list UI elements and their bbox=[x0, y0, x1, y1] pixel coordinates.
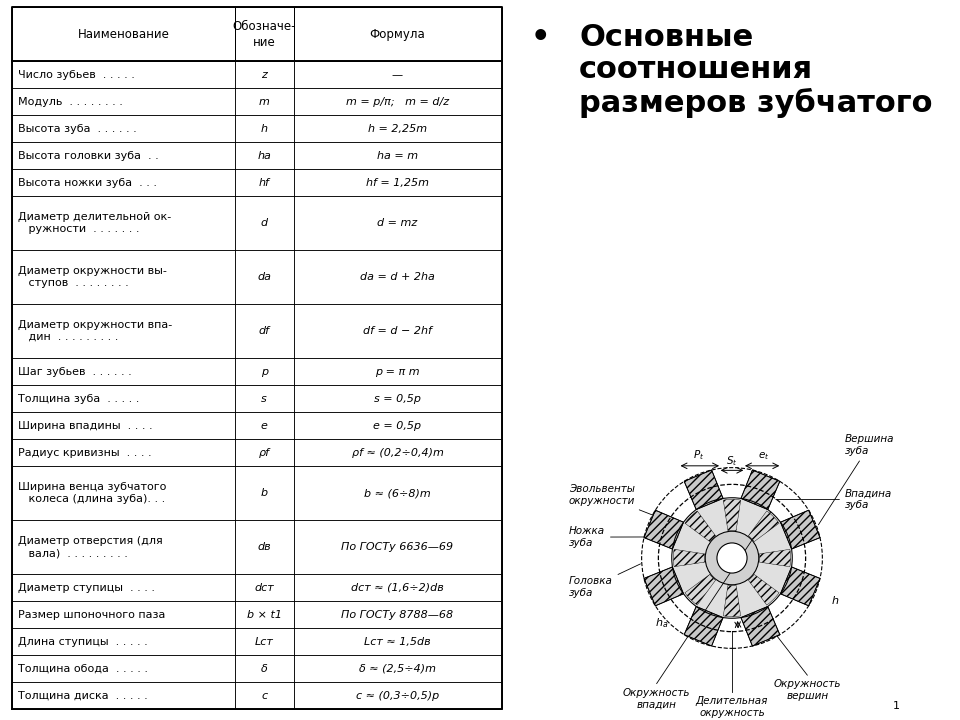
Text: ρf: ρf bbox=[258, 448, 270, 458]
Wedge shape bbox=[684, 511, 715, 541]
Text: Высота зуба  . . . . . .: Высота зуба . . . . . . bbox=[18, 124, 136, 134]
Text: Эвольвенты
окружности: Эвольвенты окружности bbox=[569, 485, 665, 520]
Text: d: d bbox=[260, 218, 268, 228]
Text: $P_t$: $P_t$ bbox=[693, 449, 705, 462]
Text: Высота ножки зуба  . . .: Высота ножки зуба . . . bbox=[18, 178, 157, 188]
Text: z: z bbox=[261, 70, 267, 80]
Text: e: e bbox=[261, 420, 268, 431]
Text: Формула: Формула bbox=[370, 27, 425, 40]
Text: m = p/π;   m = d/z: m = p/π; m = d/z bbox=[346, 96, 449, 107]
Text: s: s bbox=[261, 394, 267, 404]
Text: dст ≈ (1,6÷2)dв: dст ≈ (1,6÷2)dв bbox=[351, 582, 444, 593]
Text: Ножка
зуба: Ножка зуба bbox=[569, 526, 678, 548]
Wedge shape bbox=[759, 549, 791, 567]
Text: По ГОСТу 8788—68: По ГОСТу 8788—68 bbox=[342, 610, 453, 620]
Text: Длина ступицы  . . . . .: Длина ступицы . . . . . bbox=[18, 636, 148, 647]
Text: Высота головки зуба  . .: Высота головки зуба . . bbox=[18, 150, 158, 161]
Text: Обозначе-
ние: Обозначе- ние bbox=[232, 19, 296, 49]
Text: Число зубьев  . . . . .: Число зубьев . . . . . bbox=[18, 70, 134, 80]
Wedge shape bbox=[723, 585, 741, 616]
Polygon shape bbox=[780, 510, 820, 549]
Text: Шаг зубьев  . . . . . .: Шаг зубьев . . . . . . bbox=[18, 366, 132, 377]
Text: Ширина венца зубчатого
   колеса (длина зуба). . .: Ширина венца зубчатого колеса (длина зуб… bbox=[18, 482, 166, 504]
Polygon shape bbox=[780, 567, 820, 606]
Text: Размер шпоночного паза: Размер шпоночного паза bbox=[18, 610, 165, 620]
Text: c: c bbox=[261, 690, 267, 701]
Wedge shape bbox=[684, 575, 715, 605]
Text: ha = m: ha = m bbox=[377, 150, 419, 161]
Text: Ширина впадины  . . . .: Ширина впадины . . . . bbox=[18, 420, 153, 431]
Text: 1: 1 bbox=[893, 701, 900, 711]
Text: Окружность
впадин: Окружность впадин bbox=[623, 688, 690, 709]
Text: b × t1: b × t1 bbox=[247, 610, 281, 620]
Text: Вершина
зуба: Вершина зуба bbox=[819, 434, 895, 525]
Wedge shape bbox=[749, 575, 780, 605]
Text: Диаметр окружности впа-
   дин  . . . . . . . . .: Диаметр окружности впа- дин . . . . . . … bbox=[18, 320, 172, 342]
Polygon shape bbox=[684, 470, 723, 510]
Text: Диаметр ступицы  . . . .: Диаметр ступицы . . . . bbox=[18, 582, 155, 593]
Text: Наименование: Наименование bbox=[78, 27, 169, 40]
Text: p: p bbox=[260, 366, 268, 377]
Wedge shape bbox=[673, 549, 705, 567]
Text: da = d + 2ha: da = d + 2ha bbox=[360, 272, 435, 282]
Text: e = 0,5p: e = 0,5p bbox=[373, 420, 421, 431]
Text: Толщина диска  . . . . .: Толщина диска . . . . . bbox=[18, 690, 148, 701]
Text: Головка
зуба: Головка зуба bbox=[569, 564, 640, 598]
Text: dст: dст bbox=[254, 582, 274, 593]
Polygon shape bbox=[741, 470, 780, 510]
Text: ha: ha bbox=[257, 150, 271, 161]
Text: Модуль  . . . . . . . .: Модуль . . . . . . . . bbox=[18, 96, 123, 107]
Text: m: m bbox=[258, 96, 270, 107]
Text: hf: hf bbox=[258, 178, 270, 188]
Text: Толщина зуба  . . . . .: Толщина зуба . . . . . bbox=[18, 394, 139, 404]
Text: hf = 1,25m: hf = 1,25m bbox=[366, 178, 429, 188]
Polygon shape bbox=[644, 510, 684, 549]
Text: Диаметр окружности вы-
   ступов  . . . . . . . .: Диаметр окружности вы- ступов . . . . . … bbox=[18, 266, 167, 288]
Text: Lст ≈ 1,5dв: Lст ≈ 1,5dв bbox=[364, 636, 431, 647]
Text: Делительная
окружность: Делительная окружность bbox=[696, 696, 768, 718]
Text: dв: dв bbox=[257, 542, 271, 552]
Text: $h_a$: $h_a$ bbox=[655, 616, 668, 631]
Circle shape bbox=[717, 543, 747, 573]
Text: b ≈ (6÷8)m: b ≈ (6÷8)m bbox=[364, 488, 431, 498]
Text: ρf ≈ (0,2÷0,4)m: ρf ≈ (0,2÷0,4)m bbox=[351, 448, 444, 458]
Text: s = 0,5p: s = 0,5p bbox=[374, 394, 421, 404]
Text: Толщина обода  . . . . .: Толщина обода . . . . . bbox=[18, 664, 148, 674]
Text: Диаметр отверстия (для
   вала)  . . . . . . . . .: Диаметр отверстия (для вала) . . . . . .… bbox=[18, 536, 163, 558]
Text: $e_t$: $e_t$ bbox=[758, 451, 770, 462]
Text: Окружность
вершин: Окружность вершин bbox=[774, 680, 841, 701]
Text: df = d − 2hf: df = d − 2hf bbox=[363, 326, 432, 336]
Wedge shape bbox=[749, 511, 780, 541]
Text: Впадина
зуба: Впадина зуба bbox=[776, 489, 892, 510]
Text: da: da bbox=[257, 272, 271, 282]
Text: p = π m: p = π m bbox=[375, 366, 420, 377]
Text: δ: δ bbox=[261, 664, 268, 674]
Text: d = mz: d = mz bbox=[377, 218, 418, 228]
Polygon shape bbox=[644, 567, 684, 606]
Text: $h_f$: $h_f$ bbox=[751, 613, 763, 627]
Text: Радиус кривизны  . . . .: Радиус кривизны . . . . bbox=[18, 448, 152, 458]
Polygon shape bbox=[684, 606, 723, 646]
Text: h = 2,25m: h = 2,25m bbox=[368, 124, 427, 134]
Wedge shape bbox=[723, 500, 741, 531]
Text: c ≈ (0,3÷0,5)p: c ≈ (0,3÷0,5)p bbox=[356, 690, 439, 701]
Circle shape bbox=[673, 498, 791, 618]
Circle shape bbox=[706, 531, 758, 585]
Text: $S_t$: $S_t$ bbox=[726, 454, 738, 468]
Text: Lст: Lст bbox=[254, 636, 274, 647]
Circle shape bbox=[705, 531, 759, 585]
Text: —: — bbox=[392, 70, 403, 80]
Text: По ГОСТу 6636—69: По ГОСТу 6636—69 bbox=[342, 542, 453, 552]
Text: h: h bbox=[261, 124, 268, 134]
Text: δ ≈ (2,5÷4)m: δ ≈ (2,5÷4)m bbox=[359, 664, 436, 674]
Text: •: • bbox=[531, 23, 551, 52]
Text: df: df bbox=[258, 326, 270, 336]
Text: Диаметр делительной ок-
   ружности  . . . . . . .: Диаметр делительной ок- ружности . . . .… bbox=[18, 212, 171, 234]
Text: $h$: $h$ bbox=[830, 594, 839, 606]
Polygon shape bbox=[741, 606, 780, 646]
Text: Основные
соотношения
размеров зубчатого: Основные соотношения размеров зубчатого bbox=[579, 23, 932, 118]
Text: b: b bbox=[260, 488, 268, 498]
